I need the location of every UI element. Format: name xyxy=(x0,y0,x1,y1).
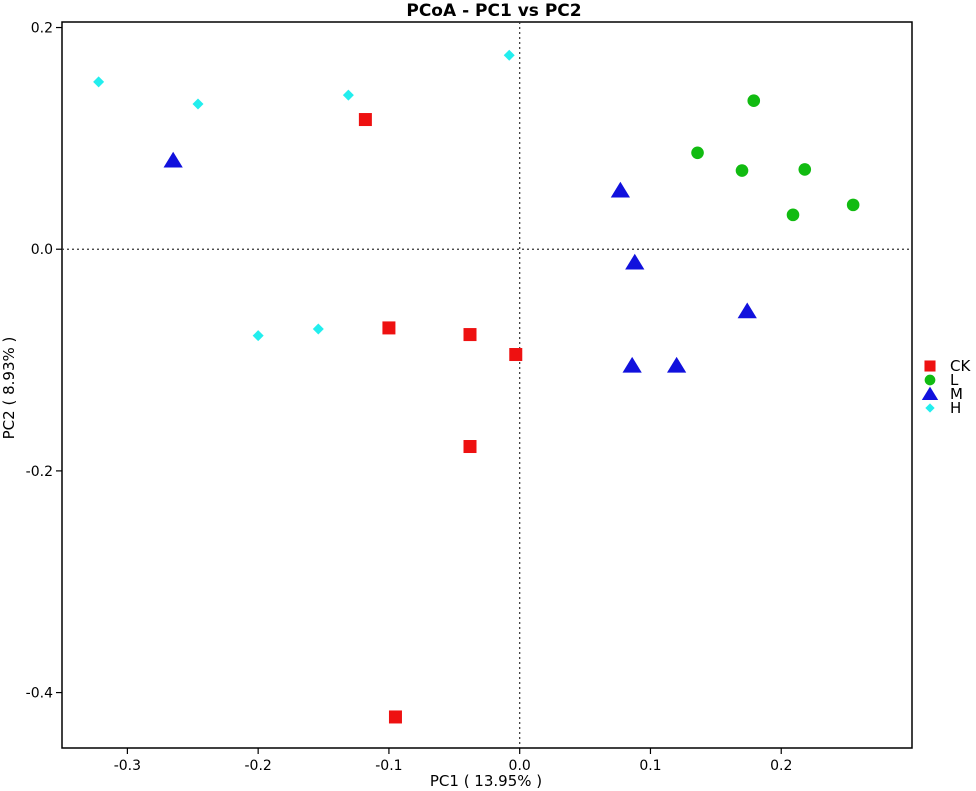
plot-area: -0.3 -0.2 -0.1 0.0 0.1 0.2 -0.4 -0.2 0.0 0.2 xyxy=(26,21,913,774)
data-point-l xyxy=(691,146,704,160)
y-tick-label: 0.2 xyxy=(31,21,53,37)
data-point-l xyxy=(846,198,860,212)
x-tick-label: -0.2 xyxy=(244,758,271,774)
data-point-h xyxy=(312,323,324,335)
data-point-h xyxy=(503,49,515,61)
x-tick-label: 0.1 xyxy=(639,758,661,774)
data-point-ck xyxy=(463,440,477,454)
legend-label-m: M xyxy=(950,385,963,403)
x-tick-label: 0.2 xyxy=(770,758,792,774)
data-point-m xyxy=(737,302,757,319)
plot-frame xyxy=(61,21,913,749)
data-point-m xyxy=(610,181,631,198)
y-tick-label: 0.0 xyxy=(31,242,53,258)
data-point-m xyxy=(666,356,687,373)
data-point-ck xyxy=(509,348,523,362)
data-point-m xyxy=(163,151,183,168)
data-point-l xyxy=(786,208,800,222)
data-point-h xyxy=(192,98,204,110)
legend-label-h: H xyxy=(950,399,961,417)
data-point-m xyxy=(622,356,642,373)
legend-marker-ck xyxy=(924,360,936,372)
data-point-l xyxy=(735,164,749,177)
data-point-ck xyxy=(358,113,372,127)
y-tick-label: -0.2 xyxy=(26,464,53,480)
data-point-l xyxy=(747,94,761,107)
legend-label-l: L xyxy=(950,371,959,389)
data-point-ck xyxy=(388,710,402,724)
legend-label-ck: CK xyxy=(950,357,971,375)
x-tick-label: -0.3 xyxy=(114,758,141,774)
y-axis-title: PC2 ( 8.93% ) xyxy=(0,337,18,440)
legend-marker-m xyxy=(921,386,939,400)
x-axis-title: PC1 ( 13.95% ) xyxy=(430,772,542,790)
x-tick-label: 0.0 xyxy=(509,758,531,774)
data-point-l xyxy=(798,163,812,176)
data-point-ck xyxy=(463,328,477,342)
data-point-h xyxy=(93,76,105,88)
data-point-m xyxy=(625,253,645,270)
chart-title: PCoA - PC1 vs PC2 xyxy=(406,1,581,21)
legend-marker-h xyxy=(925,403,935,413)
x-tick-label: -0.1 xyxy=(375,758,402,774)
y-tick-label: -0.4 xyxy=(26,686,53,702)
data-point-h xyxy=(252,330,264,342)
data-point-h xyxy=(342,89,354,101)
data-point-ck xyxy=(382,321,396,335)
legend-marker-l xyxy=(924,374,936,386)
